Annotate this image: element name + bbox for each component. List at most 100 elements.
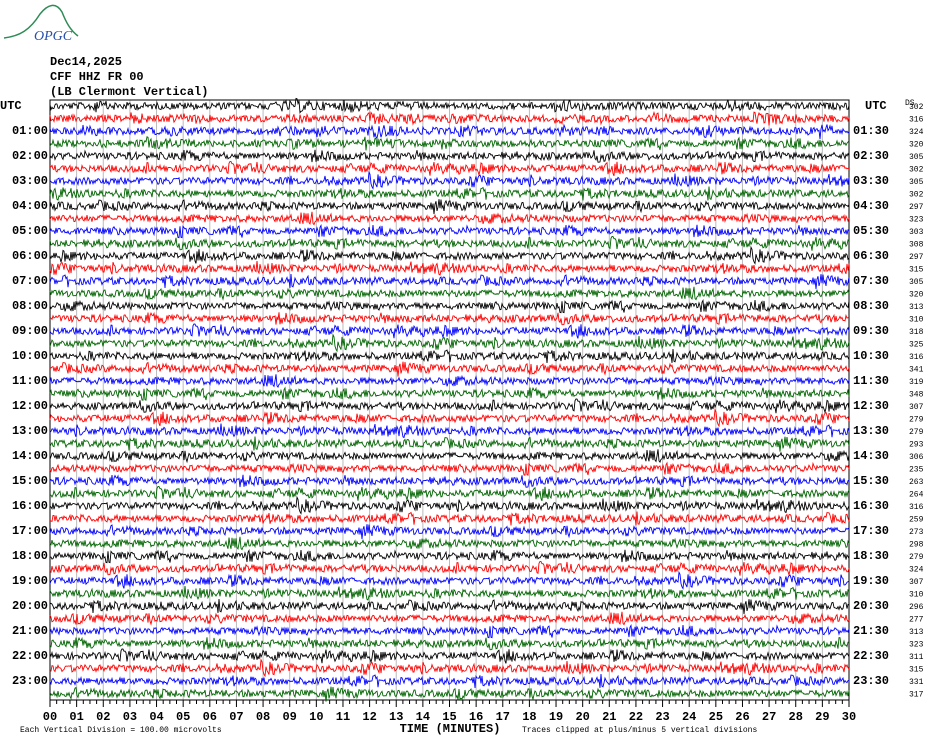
right-time-label: 01:30: [853, 124, 889, 138]
ds-value: 318: [909, 328, 924, 337]
x-tick-label: 02: [96, 710, 110, 724]
ds-value: 313: [909, 628, 924, 637]
plot-frame: [49, 99, 850, 701]
right-time-label: 02:30: [853, 149, 889, 163]
x-tick-label: 15: [442, 710, 456, 724]
right-time-label: 10:30: [853, 349, 889, 363]
right-time-label: 19:30: [853, 574, 889, 588]
ds-value: 305: [909, 278, 924, 287]
left-time-label: 08:00: [12, 299, 48, 313]
x-tick-label: 24: [682, 710, 696, 724]
right-time-label: 11:30: [853, 374, 889, 388]
x-tick-label: 01: [69, 710, 83, 724]
note-left: Each Vertical Division = 100.00 microvol…: [20, 726, 222, 735]
ds-value: 307: [909, 578, 924, 587]
left-time-label: 09:00: [12, 324, 48, 338]
ds-value: 320: [909, 141, 924, 150]
ds-value: 316: [909, 353, 924, 362]
trace: [49, 570, 850, 590]
ds-value: 264: [909, 491, 924, 500]
ds-value: 331: [909, 678, 924, 687]
x-tick-label: 16: [469, 710, 483, 724]
x-tick-label: 07: [229, 710, 243, 724]
ds-value: 279: [909, 553, 924, 562]
trace: [49, 586, 850, 601]
right-time-label: 21:30: [853, 624, 889, 638]
x-tick-label: 12: [362, 710, 376, 724]
trace: [49, 170, 850, 190]
right-time-label: 17:30: [853, 524, 889, 538]
trace: [49, 224, 850, 239]
right-time-label: 15:30: [853, 474, 889, 488]
trace: [49, 273, 850, 290]
logo: OPGC: [34, 29, 73, 44]
trace: [49, 374, 850, 389]
left-time-label: 12:00: [12, 399, 48, 413]
ds-value: 317: [909, 691, 924, 700]
x-tick-label: 06: [203, 710, 217, 724]
ds-value: 305: [909, 178, 924, 187]
trace: [49, 97, 850, 114]
trace: [49, 245, 850, 265]
right-time-label: 14:30: [853, 449, 889, 463]
location: (LB Clermont Vertical): [50, 85, 208, 99]
ds-value: 348: [909, 391, 924, 400]
ds-value: 297: [909, 203, 924, 212]
trace: [49, 398, 850, 414]
trace: [49, 123, 850, 139]
ds-value: 316: [909, 503, 924, 512]
left-title: UTC: [0, 99, 22, 113]
trace: [49, 311, 850, 326]
ds-value: 315: [909, 266, 924, 275]
ds-value: 319: [909, 378, 924, 387]
ds-value: 235: [909, 466, 924, 475]
trace: [49, 361, 850, 377]
trace: [49, 423, 850, 439]
trace: [49, 524, 850, 540]
trace: [49, 199, 850, 215]
trace: [49, 648, 850, 664]
right-time-label: 03:30: [853, 174, 889, 188]
x-tick-label: 17: [496, 710, 510, 724]
trace: [49, 658, 850, 678]
x-tick-label: 09: [282, 710, 296, 724]
ds-value: 273: [909, 528, 924, 537]
trace: [49, 348, 850, 363]
x-tick-label: 19: [549, 710, 563, 724]
ds-value: 325: [909, 341, 924, 350]
trace: [49, 186, 850, 201]
left-time-label: 19:00: [12, 574, 48, 588]
right-time-label: 09:30: [853, 324, 889, 338]
trace: [49, 136, 850, 151]
trace: [49, 598, 850, 615]
right-time-label: 07:30: [853, 274, 889, 288]
trace: [49, 110, 850, 126]
right-time-label: 08:30: [853, 299, 889, 313]
ds-value: 324: [909, 566, 924, 575]
right-time-label: 12:30: [853, 399, 889, 413]
logo-curve: [3, 4, 79, 39]
right-title: UTC: [865, 99, 887, 113]
trace: [49, 461, 850, 476]
date: Dec14,2025: [50, 55, 122, 69]
trace: [49, 261, 850, 276]
trace: [49, 323, 850, 339]
left-time-label: 11:00: [12, 374, 48, 388]
left-time-label: 07:00: [12, 274, 48, 288]
left-time-label: 23:00: [12, 674, 48, 688]
ds-value: 303: [909, 228, 924, 237]
right-time-label: 22:30: [853, 649, 889, 663]
ds-value: 302: [909, 191, 924, 200]
ds-value: 302: [909, 103, 924, 112]
ds-value: 307: [909, 403, 924, 412]
trace: [49, 536, 850, 551]
ds-value: 296: [909, 603, 924, 612]
x-tick-label: 00: [43, 710, 57, 724]
x-tick-label: 21: [602, 710, 616, 724]
x-tick-label: 05: [176, 710, 190, 724]
x-tick-label: 27: [762, 710, 776, 724]
trace: [49, 286, 850, 301]
ds-value: 323: [909, 641, 924, 650]
ds-value: 313: [909, 303, 924, 312]
trace: [49, 624, 850, 639]
